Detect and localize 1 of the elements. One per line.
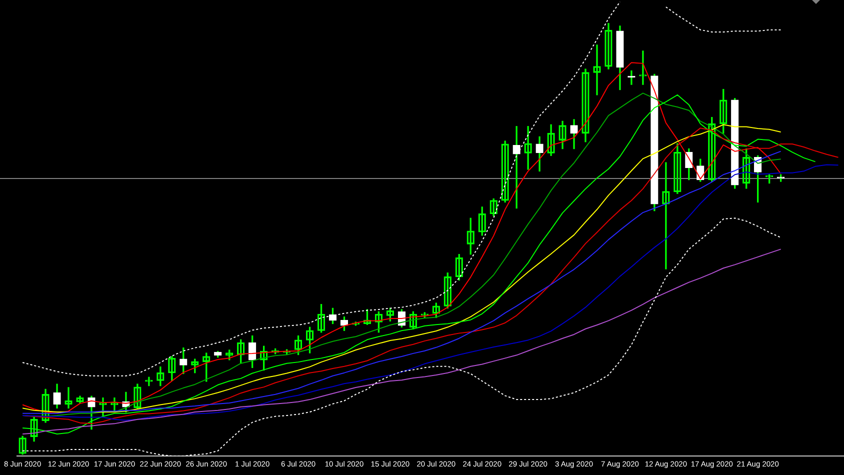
candlestick xyxy=(512,126,520,209)
